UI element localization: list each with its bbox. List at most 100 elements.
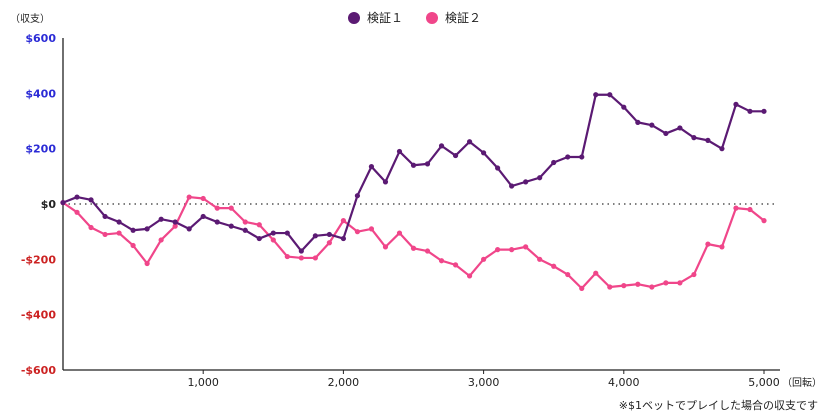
series-2-point (565, 271, 571, 278)
series-2-point (719, 244, 725, 250)
series-1-point (144, 226, 150, 232)
y-tick-label: -$600 (21, 364, 57, 377)
legend-marker-series-1 (348, 12, 360, 24)
series-2-point (214, 205, 220, 211)
series-2-point (116, 230, 122, 236)
series-1-point (509, 183, 515, 189)
series-2-point (523, 244, 529, 250)
series-1-point (579, 154, 585, 160)
series-2-point (298, 255, 304, 261)
series-1-point (747, 108, 753, 114)
series-2-point (579, 285, 585, 291)
series-1-point (326, 231, 332, 238)
y-tick-label: $400 (25, 87, 56, 100)
series-1-point (438, 143, 445, 149)
series-1-point (410, 162, 417, 168)
x-tick-label: 1,000 (187, 376, 219, 389)
series-1-point (88, 197, 94, 203)
series-1-point (340, 235, 346, 242)
legend-marker-series-2 (426, 12, 438, 24)
series-2-point (621, 283, 627, 289)
series-1-point (607, 92, 613, 98)
x-axis-unit-label: （回転） (782, 377, 822, 389)
series-1-line (61, 93, 766, 253)
series-2-point (368, 226, 375, 232)
series-1-point (284, 230, 290, 236)
series-2-point (691, 271, 697, 278)
series-1-point (256, 235, 262, 242)
y-tick-label: $0 (41, 198, 57, 211)
series-2-point (228, 205, 234, 211)
series-2-point (551, 263, 557, 269)
series-2-point (130, 242, 136, 249)
series-1-point (354, 193, 361, 199)
series-2-point (649, 284, 655, 290)
legend-label-series-1: 検証１ (367, 11, 403, 25)
series-2-point (270, 237, 276, 243)
series-1-point (761, 108, 767, 114)
series-1-point (593, 92, 599, 98)
series-1-point (116, 219, 122, 225)
legend-item-series-1: 検証１ (348, 11, 403, 25)
series-2-point (172, 223, 178, 229)
series-1-point (270, 230, 276, 236)
series-1-point (649, 122, 655, 128)
series-2-point (396, 230, 403, 236)
series-2-point (747, 206, 753, 213)
series-2-point (326, 240, 332, 246)
series-2-point (495, 247, 501, 253)
series-1-point (298, 248, 304, 254)
series-1-point (466, 139, 473, 145)
series-1-point (424, 161, 431, 167)
series-2-point (424, 248, 431, 254)
series-2-point (102, 231, 108, 238)
series-1-point (242, 227, 248, 233)
series-1-point (228, 223, 234, 229)
series-2-point (74, 209, 80, 215)
series-2-point (677, 280, 683, 286)
series-1-point (396, 148, 403, 155)
series-1-point (565, 154, 571, 160)
y-tick-label: $200 (25, 143, 56, 156)
series-1-point (172, 219, 178, 225)
series-2-point (593, 270, 599, 276)
y-axis-ticks: $600 $400 $200 $0 -$200 -$400 -$600 (21, 32, 57, 377)
series-1-point (368, 164, 375, 170)
series-2-point (340, 218, 346, 224)
series-2-point (242, 219, 248, 225)
series-2-point (382, 244, 389, 250)
series-1-point (158, 216, 164, 222)
series-2-point (312, 255, 318, 261)
x-tick-label: 4,000 (608, 376, 640, 389)
series-1-point (635, 119, 641, 125)
series-1-point (537, 175, 543, 181)
y-tick-label: $600 (25, 32, 56, 45)
series-2-point (88, 224, 94, 231)
series-2-point (537, 256, 543, 262)
series-2 (60, 194, 767, 291)
series-2-point (158, 237, 164, 243)
series-2-point (410, 245, 417, 251)
series-1-point (523, 179, 529, 185)
series-1-point (130, 227, 136, 233)
series-1-point (705, 137, 711, 143)
series-2-point (733, 205, 739, 211)
y-tick-label: -$400 (21, 309, 57, 322)
series-1-point (719, 146, 725, 152)
series-1-point (691, 135, 697, 141)
series-1-point (60, 200, 66, 206)
series-2-point (481, 256, 487, 262)
series-2-point (256, 222, 262, 228)
series-2-point (452, 262, 459, 268)
series-1-point (74, 194, 80, 200)
x-tick-label: 3,000 (468, 376, 500, 389)
x-axis-ticks: 1,000 2,000 3,000 4,000 5,000 (187, 370, 780, 389)
series-2-point (663, 280, 669, 286)
series-1-point (733, 101, 739, 107)
series-1-point (382, 179, 389, 185)
series-1-point (495, 165, 501, 171)
legend: 検証１ 検証２ (348, 11, 481, 25)
y-tick-label: -$200 (21, 253, 57, 266)
series-layer (60, 92, 767, 291)
y-axis-unit-label: （収支） (10, 13, 50, 25)
